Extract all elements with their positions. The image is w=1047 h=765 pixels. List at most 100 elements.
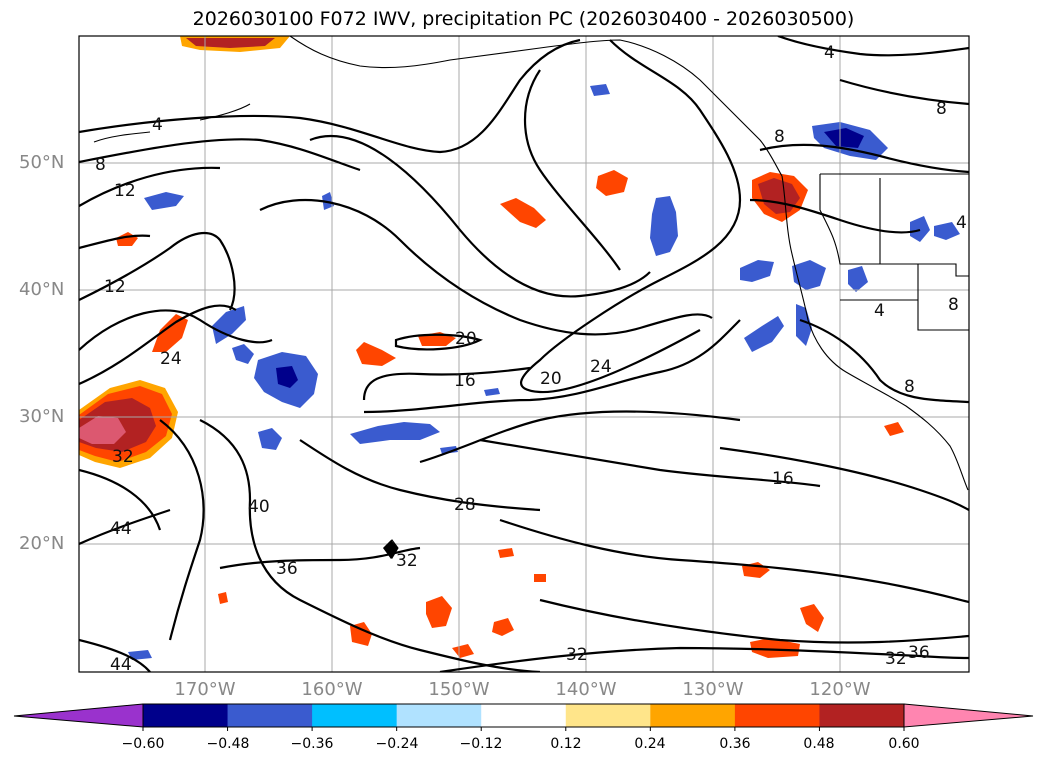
colorbar-tick-label: −0.36 [290, 736, 334, 752]
contour-line [79, 304, 237, 386]
contour-line [499, 518, 969, 604]
contour-label: 4 [152, 115, 163, 135]
precip-neg-blob [740, 260, 774, 282]
contour-line [479, 438, 821, 488]
precip-pos-blob [750, 638, 800, 658]
precip-pos-blob [596, 170, 628, 196]
precip-neg-blob [590, 84, 610, 96]
precip-neg-blob [792, 260, 826, 290]
precip-pos-blob [356, 342, 396, 366]
colorbar-swatch [565, 704, 651, 727]
contour-label: 8 [904, 377, 915, 397]
colorbar-tick-label: −0.48 [206, 736, 250, 752]
contour-line [539, 598, 969, 644]
precip-neg-blob [824, 128, 864, 148]
contour-label: 32 [885, 649, 907, 669]
colorbar-tick-label: −0.12 [459, 736, 503, 752]
colorbar-swatch [650, 704, 736, 727]
contour-line [799, 318, 969, 404]
precip-pos-blob [426, 596, 452, 628]
contour-line [777, 36, 969, 57]
precip-neg-blob [212, 306, 246, 344]
precip-neg-blob [934, 222, 960, 240]
contour-line [309, 134, 651, 298]
contour-line [79, 508, 171, 546]
contour-label: 16 [454, 371, 476, 391]
contour-label: 16 [772, 469, 794, 489]
coastline [781, 175, 969, 491]
coastline [93, 131, 151, 143]
precip-neg-blob [848, 266, 868, 292]
lon-label: 120°W [809, 679, 871, 700]
contour-line [394, 333, 483, 351]
precip-neg-blob [484, 388, 500, 396]
contour-label: 8 [95, 155, 106, 175]
contour-label: 36 [276, 559, 298, 579]
contour-label: 8 [936, 99, 947, 119]
contour-line [362, 366, 531, 401]
precip-pos-blob [152, 314, 188, 352]
contour-line [419, 410, 741, 464]
precip-neg-blob [744, 316, 784, 352]
colorbar-swatch [396, 704, 482, 727]
contour-label: 8 [948, 295, 959, 315]
contour-label: 20 [540, 369, 562, 389]
precip-pos-blob [186, 38, 275, 48]
contour-line [839, 78, 969, 106]
colorbar-tick-label: −0.24 [375, 736, 419, 752]
contour-label: 4 [824, 43, 835, 63]
precip-neg-blob [910, 216, 930, 242]
lon-label: 140°W [555, 679, 617, 700]
precip-neg-blob [276, 366, 298, 388]
contour-line [79, 468, 162, 531]
precip-neg-blob [650, 196, 678, 256]
precip-pos-blob [800, 604, 824, 632]
coastline [819, 174, 969, 277]
map-frame [78, 35, 970, 673]
contour-line [159, 419, 205, 641]
precip-neg-blob [144, 192, 184, 210]
lon-label: 160°W [301, 679, 363, 700]
contour-labels: 4 8 12 12 24 32 40 44 44 36 32 28 20 16 … [95, 43, 967, 675]
precip-shading [79, 36, 960, 660]
contour-line [79, 138, 361, 172]
precip-pos-blob [498, 548, 514, 558]
contour-label: 36 [908, 643, 930, 663]
contour-label: 32 [566, 645, 588, 665]
lon-label: 170°W [174, 679, 236, 700]
colorbar-swatch [227, 704, 313, 727]
contour-label: 40 [248, 497, 270, 517]
precip-neg-blob [128, 650, 152, 660]
precip-pos-blob [79, 416, 126, 444]
contour-line [79, 638, 151, 672]
contour-line [219, 546, 421, 570]
coastline [199, 103, 251, 121]
contour-line [79, 234, 151, 250]
contour-label: 12 [114, 181, 136, 201]
contour-label: 44 [110, 655, 132, 675]
contour-line [79, 166, 221, 207]
contour-line [79, 309, 273, 351]
colorbar-swatch [143, 704, 229, 727]
colorbar-swatch [481, 704, 567, 727]
contour-label: 24 [590, 357, 612, 377]
contour-label: 32 [396, 551, 418, 571]
contour-label: 24 [160, 349, 182, 369]
contour-line [759, 143, 969, 174]
colorbar-swatch [819, 704, 905, 727]
coastline [917, 264, 969, 331]
colorbar-swatch [312, 704, 398, 727]
precip-pos-blob [884, 422, 904, 436]
colorbar-tick-label: 0.48 [803, 736, 835, 752]
colorbar-outline [142, 703, 905, 728]
lat-label: 40°N [19, 279, 65, 300]
colorbar-tick-label: 0.60 [888, 736, 920, 752]
colorbar-tick-label: 0.24 [634, 736, 666, 752]
contour-label: 20 [455, 329, 477, 349]
colorbar-tick-label: 0.36 [719, 736, 751, 752]
colorbar-swatch [734, 704, 820, 727]
graticule [79, 36, 969, 672]
contour-line [524, 69, 621, 271]
coastlines [93, 36, 969, 559]
precip-neg-blob [796, 304, 812, 346]
